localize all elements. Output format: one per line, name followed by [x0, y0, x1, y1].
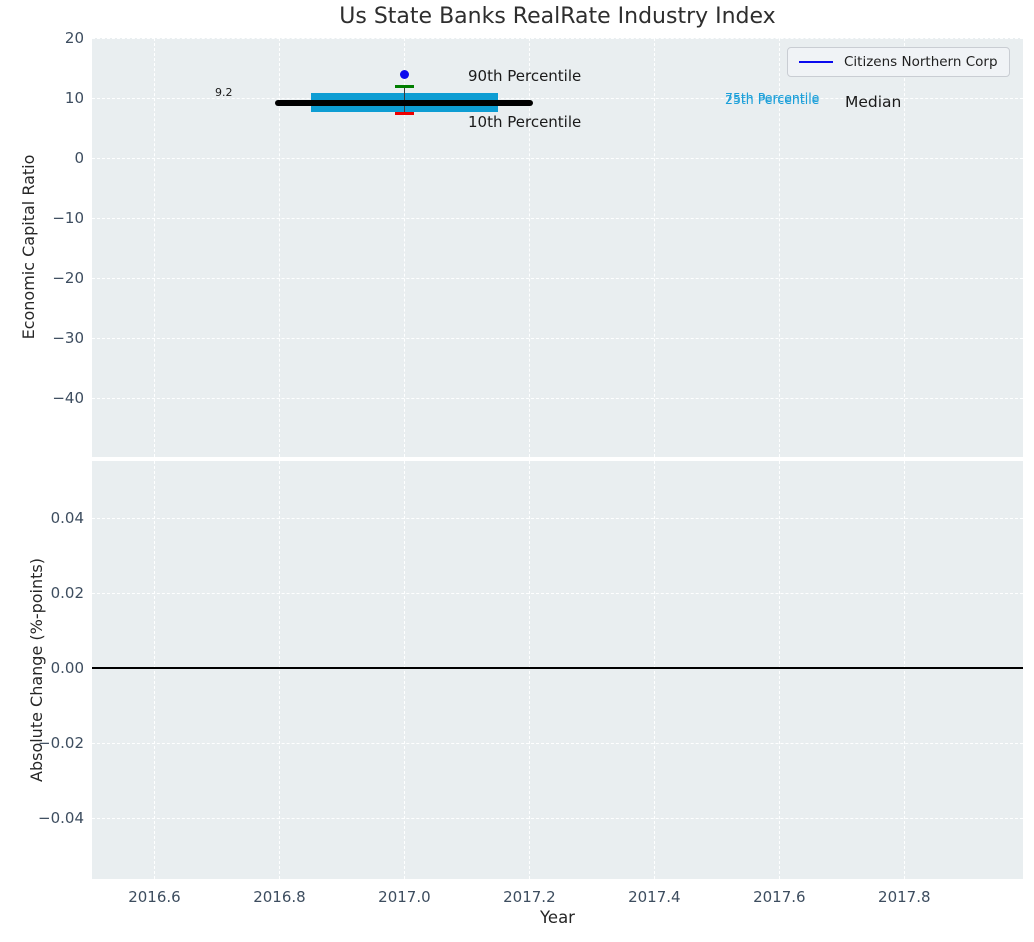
x-tick-label: 2017.0	[378, 888, 431, 906]
zero-line	[92, 667, 1023, 669]
x-axis-label: Year	[540, 908, 575, 927]
gridline-y	[92, 592, 1023, 594]
gridline-x	[154, 38, 156, 457]
top-plot-area	[92, 38, 1023, 457]
y-tick-label: 0.04	[50, 508, 84, 527]
legend-label: Citizens Northern Corp	[844, 54, 998, 70]
p90-label: 90th Percentile	[468, 67, 582, 85]
p90-whisker	[394, 85, 415, 88]
gridline-x	[904, 461, 906, 879]
y-tick-label: 0.00	[50, 658, 84, 677]
gridline-y	[92, 278, 1023, 280]
gridline-x	[904, 38, 906, 457]
gridline-x	[404, 461, 406, 879]
legend[interactable]: Citizens Northern Corp	[787, 47, 1010, 77]
gridline-x	[279, 461, 281, 879]
bottom-plot-area	[92, 461, 1023, 879]
p10-whisker	[394, 112, 415, 115]
gridline-x	[779, 38, 781, 457]
p25-label: 25th Percentile	[725, 92, 820, 107]
y-axis-label-top: Economic Capital Ratio	[19, 154, 38, 340]
p10-label: 10th Percentile	[468, 113, 582, 131]
x-tick-label: 2017.4	[628, 888, 681, 906]
gridline-y	[92, 742, 1023, 744]
gridline-y	[92, 158, 1023, 160]
y-tick-label: 0	[74, 149, 84, 168]
x-tick-label: 2016.8	[253, 888, 306, 906]
gridline-x	[529, 461, 531, 879]
legend-line-swatch	[799, 60, 833, 64]
gridline-y	[92, 398, 1023, 400]
median-label: Median	[845, 93, 902, 111]
y-tick-label: −10	[52, 209, 84, 228]
gridline-x	[529, 38, 531, 457]
y-tick-label: −0.02	[38, 733, 84, 752]
y-tick-label: −20	[52, 269, 84, 288]
gridline-y	[92, 517, 1023, 519]
gridline-y	[92, 817, 1023, 819]
gridline-x	[779, 461, 781, 879]
median-value-label: 9.2	[215, 86, 233, 99]
x-tick-label: 2017.2	[503, 888, 556, 906]
gridline-x	[404, 38, 406, 457]
y-tick-label: 0.02	[50, 583, 84, 602]
y-tick-label: 20	[64, 29, 84, 47]
median-line	[275, 100, 534, 106]
x-tick-label: 2017.6	[753, 888, 806, 906]
x-tick-label: 2017.8	[878, 888, 931, 906]
gridline-x	[154, 461, 156, 879]
p75-label: 75th Percentile	[725, 90, 820, 105]
gridline-y	[92, 38, 1023, 39]
y-tick-label: −30	[52, 329, 84, 348]
gridline-y	[92, 98, 1023, 100]
gridline-y	[92, 338, 1023, 340]
gridline-x	[654, 38, 656, 457]
y-tick-label: −0.04	[38, 808, 84, 827]
chart-title: Us State Banks RealRate Industry Index	[339, 4, 776, 29]
x-tick-label: 2016.6	[128, 888, 181, 906]
gridline-x	[279, 38, 281, 457]
gridline-y	[92, 218, 1023, 220]
company-point	[399, 70, 409, 80]
y-tick-label: −40	[52, 389, 84, 408]
y-tick-label: 10	[64, 89, 84, 108]
gridline-x	[654, 461, 656, 879]
